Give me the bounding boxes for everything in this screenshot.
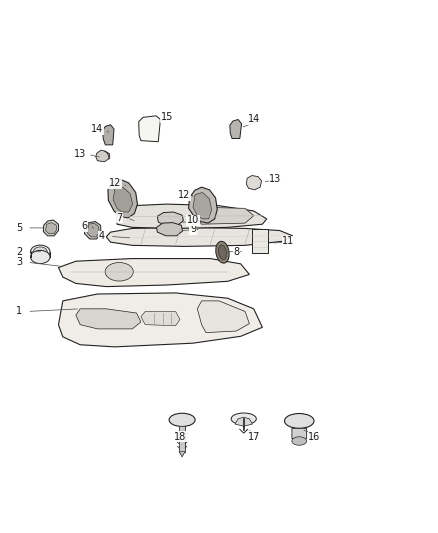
Ellipse shape — [33, 247, 47, 256]
Text: 9: 9 — [190, 224, 196, 235]
Polygon shape — [139, 116, 160, 142]
Polygon shape — [87, 223, 99, 237]
Text: 4: 4 — [99, 231, 105, 241]
Text: 13: 13 — [74, 149, 86, 159]
Ellipse shape — [231, 413, 256, 425]
Polygon shape — [197, 301, 249, 333]
Polygon shape — [43, 220, 59, 236]
Polygon shape — [251, 230, 268, 253]
Polygon shape — [113, 187, 133, 212]
Ellipse shape — [31, 245, 50, 259]
Polygon shape — [156, 223, 183, 236]
Polygon shape — [292, 429, 307, 441]
Text: 1: 1 — [16, 306, 22, 317]
Polygon shape — [59, 293, 262, 347]
Text: 6: 6 — [81, 221, 88, 231]
Text: 11: 11 — [282, 236, 294, 246]
Polygon shape — [193, 207, 254, 224]
Ellipse shape — [216, 241, 229, 263]
Text: 12: 12 — [109, 179, 121, 189]
Ellipse shape — [285, 414, 314, 429]
Ellipse shape — [219, 245, 226, 260]
Polygon shape — [106, 228, 293, 246]
Ellipse shape — [31, 251, 50, 264]
Polygon shape — [230, 119, 242, 139]
Text: 7: 7 — [116, 213, 122, 223]
Text: 5: 5 — [16, 223, 23, 233]
Polygon shape — [179, 451, 185, 457]
Text: 17: 17 — [247, 432, 260, 442]
Polygon shape — [157, 212, 184, 226]
Ellipse shape — [105, 263, 133, 281]
Text: 16: 16 — [308, 432, 321, 442]
Polygon shape — [103, 125, 114, 145]
Polygon shape — [141, 311, 180, 326]
Text: 8: 8 — [233, 247, 240, 257]
Polygon shape — [235, 417, 252, 426]
Polygon shape — [193, 192, 212, 219]
Polygon shape — [246, 175, 261, 190]
Polygon shape — [46, 223, 57, 233]
Text: 10: 10 — [187, 215, 199, 225]
Text: 18: 18 — [174, 432, 186, 442]
Ellipse shape — [169, 413, 195, 426]
Text: 12: 12 — [178, 190, 191, 200]
Text: 3: 3 — [16, 257, 22, 267]
Ellipse shape — [292, 437, 307, 445]
Polygon shape — [179, 426, 185, 451]
Text: 15: 15 — [161, 112, 173, 123]
Polygon shape — [108, 179, 138, 218]
Text: 14: 14 — [247, 115, 260, 125]
Text: 13: 13 — [269, 174, 282, 184]
Polygon shape — [85, 222, 101, 239]
Polygon shape — [59, 259, 249, 287]
Polygon shape — [76, 309, 141, 329]
Polygon shape — [96, 150, 110, 162]
Text: 14: 14 — [92, 124, 104, 134]
Text: 2: 2 — [16, 247, 23, 257]
Polygon shape — [117, 204, 267, 229]
Polygon shape — [189, 187, 217, 223]
